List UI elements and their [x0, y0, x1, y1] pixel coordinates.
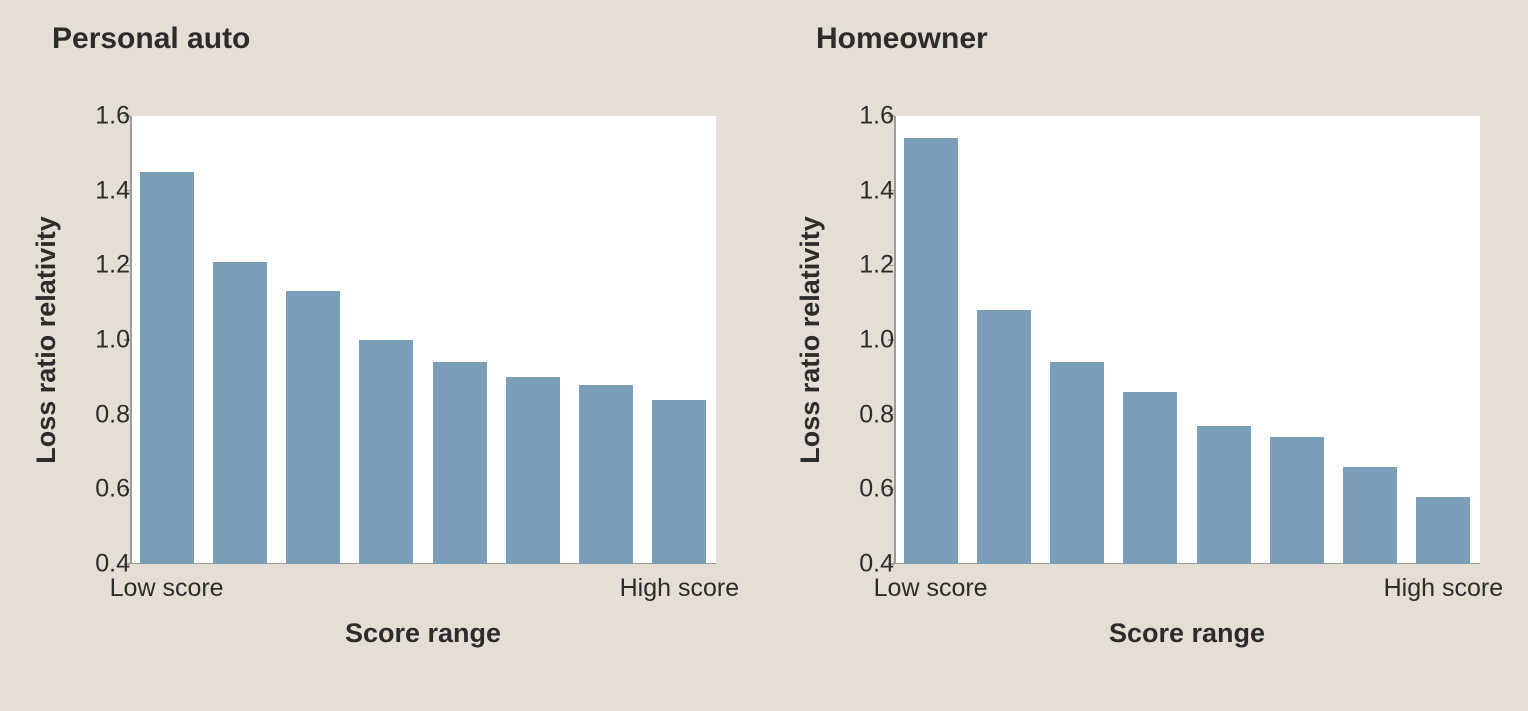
bar	[1050, 362, 1104, 564]
bar	[286, 291, 340, 564]
bar	[1416, 497, 1470, 564]
bar	[140, 172, 194, 564]
x-axis-label: Score range	[1109, 618, 1265, 649]
y-tick-label: 1.2	[70, 251, 130, 280]
y-tick-label: 1.6	[834, 102, 894, 131]
chart-panel: Personal auto0.40.60.81.01.21.41.6Low sc…	[0, 0, 764, 711]
y-tick-label: 1.4	[70, 176, 130, 205]
y-axis-label: Loss ratio relativity	[795, 216, 826, 464]
y-tick-label: 0.6	[70, 475, 130, 504]
x-category-label-last: High score	[620, 574, 740, 603]
chart-title: Homeowner	[816, 22, 988, 56]
y-tick-label: 1.0	[70, 326, 130, 355]
y-tick-label: 1.6	[70, 102, 130, 131]
bar	[1343, 467, 1397, 564]
plot-area	[130, 116, 716, 564]
x-category-label-last: High score	[1384, 574, 1504, 603]
bar	[433, 362, 487, 564]
x-category-label-first: Low score	[110, 574, 224, 603]
y-tick-label: 0.8	[70, 400, 130, 429]
y-tick-label: 1.4	[834, 176, 894, 205]
bar	[213, 262, 267, 564]
bar	[904, 138, 958, 564]
x-category-label-first: Low score	[874, 574, 988, 603]
y-axis-line	[894, 116, 896, 564]
bar	[1197, 426, 1251, 564]
bar	[1123, 392, 1177, 564]
chart-panel: Homeowner0.40.60.81.01.21.41.6Low scoreH…	[764, 0, 1528, 711]
y-axis-line	[130, 116, 132, 564]
y-tick-label: 0.6	[834, 475, 894, 504]
bar	[579, 385, 633, 564]
bar	[1270, 437, 1324, 564]
y-tick-label: 1.0	[834, 326, 894, 355]
y-tick-label: 1.2	[834, 251, 894, 280]
bar	[359, 340, 413, 564]
y-axis-label: Loss ratio relativity	[31, 216, 62, 464]
chart-title: Personal auto	[52, 22, 250, 56]
bar	[977, 310, 1031, 564]
bar	[506, 377, 560, 564]
y-tick-label: 0.8	[834, 400, 894, 429]
x-axis-label: Score range	[345, 618, 501, 649]
chart-pair-container: Personal auto0.40.60.81.01.21.41.6Low sc…	[0, 0, 1528, 711]
bar	[652, 400, 706, 564]
plot-area	[894, 116, 1480, 564]
